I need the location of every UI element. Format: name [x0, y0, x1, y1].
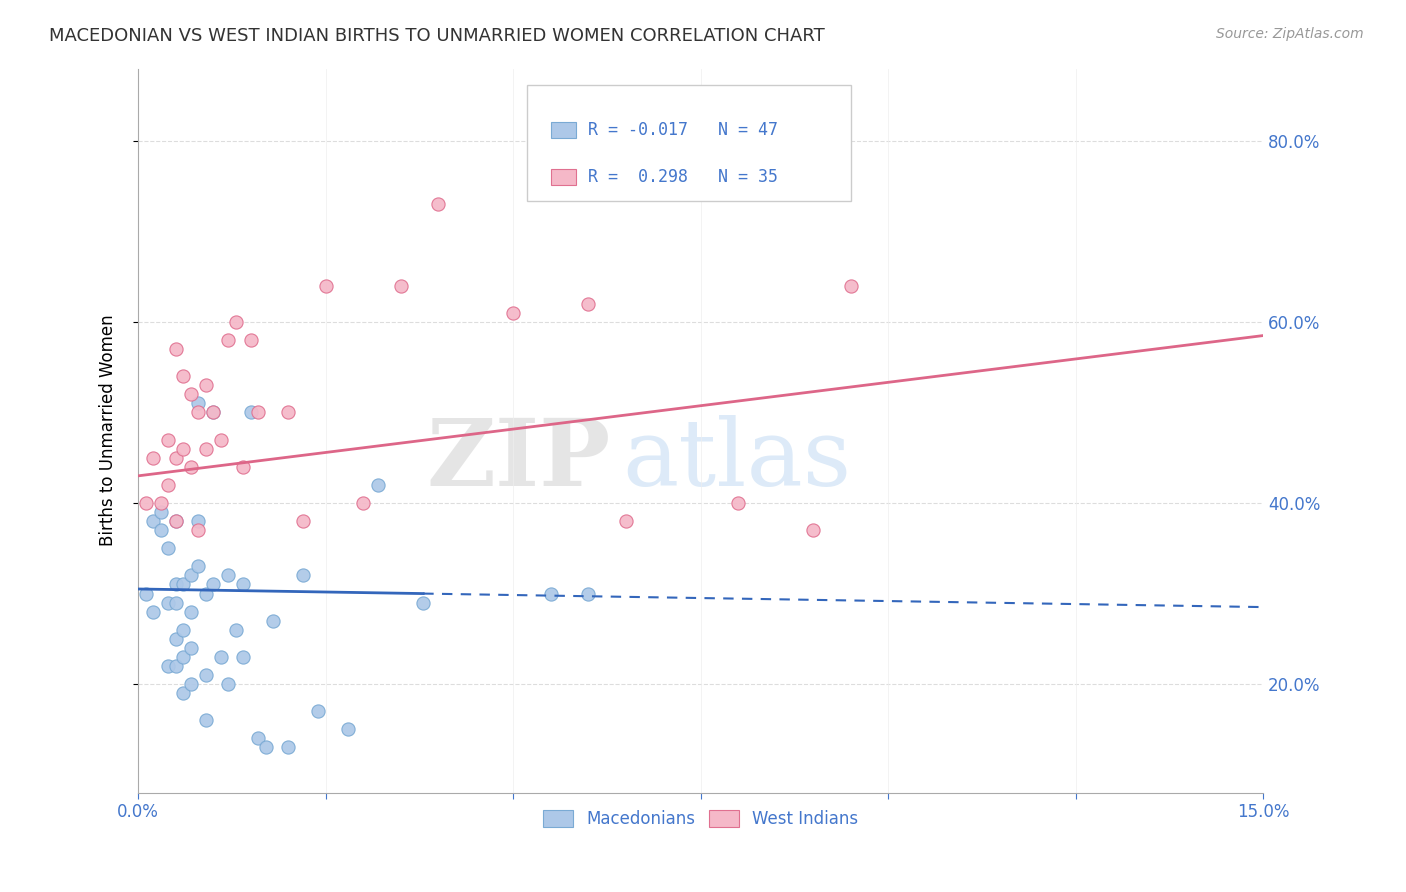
Point [172, 623, 194, 637]
Point [142, 514, 165, 528]
Text: MACEDONIAN VS WEST INDIAN BIRTHS TO UNMARRIED WOMEN CORRELATION CHART: MACEDONIAN VS WEST INDIAN BIRTHS TO UNMA… [49, 27, 825, 45]
Point [576, 297, 599, 311]
Point [135, 586, 157, 600]
Point [225, 315, 247, 329]
Point [149, 505, 172, 519]
Point [232, 649, 254, 664]
Point [165, 450, 187, 465]
Point [277, 740, 299, 755]
Point [157, 478, 180, 492]
Point [194, 442, 217, 456]
Point [801, 523, 824, 537]
Point [262, 614, 284, 628]
Point [165, 659, 187, 673]
Point [165, 632, 187, 646]
Text: R =  0.298   N = 35: R = 0.298 N = 35 [588, 168, 778, 186]
Point [157, 433, 180, 447]
Point [217, 333, 239, 347]
Point [202, 577, 225, 591]
Point [427, 197, 450, 211]
Point [277, 405, 299, 419]
Point [292, 568, 315, 582]
Point [194, 713, 217, 727]
Point [307, 704, 329, 718]
Point [367, 478, 389, 492]
Point [576, 586, 599, 600]
Point [180, 459, 202, 474]
Point [337, 723, 360, 737]
Point [389, 278, 412, 293]
Text: atlas: atlas [621, 415, 851, 505]
Point [135, 496, 157, 510]
Point [172, 686, 194, 700]
Point [165, 514, 187, 528]
Point [165, 577, 187, 591]
Point [180, 640, 202, 655]
Point [194, 668, 217, 682]
Point [157, 541, 180, 556]
Point [315, 278, 337, 293]
Point [165, 514, 187, 528]
Point [157, 659, 180, 673]
Point [614, 514, 637, 528]
Text: Source: ZipAtlas.com: Source: ZipAtlas.com [1216, 27, 1364, 41]
Point [157, 596, 180, 610]
Point [202, 405, 225, 419]
Point [172, 442, 194, 456]
Point [194, 378, 217, 392]
Point [180, 605, 202, 619]
Y-axis label: Births to Unmarried Women: Births to Unmarried Women [100, 315, 117, 547]
Point [839, 278, 862, 293]
Point [209, 433, 232, 447]
Point [165, 342, 187, 356]
Point [187, 514, 209, 528]
Point [217, 568, 239, 582]
Point [232, 459, 254, 474]
Point [187, 523, 209, 537]
Point [225, 623, 247, 637]
Point [165, 596, 187, 610]
Point [194, 586, 217, 600]
Point [180, 568, 202, 582]
Point [217, 677, 239, 691]
Text: ZIP: ZIP [426, 415, 610, 505]
Text: R = -0.017   N = 47: R = -0.017 N = 47 [588, 121, 778, 139]
Point [180, 677, 202, 691]
Point [172, 649, 194, 664]
Point [292, 514, 315, 528]
Point [502, 306, 524, 320]
Point [142, 450, 165, 465]
Point [149, 496, 172, 510]
Point [412, 596, 434, 610]
Point [187, 559, 209, 574]
Point [254, 740, 277, 755]
Legend: Macedonians, West Indians: Macedonians, West Indians [537, 804, 865, 835]
Point [232, 577, 254, 591]
Point [202, 405, 225, 419]
Point [727, 496, 749, 510]
Point [172, 369, 194, 384]
Point [209, 649, 232, 664]
Point [239, 405, 262, 419]
Point [540, 586, 562, 600]
Point [187, 405, 209, 419]
Point [187, 396, 209, 410]
Point [142, 605, 165, 619]
Point [149, 523, 172, 537]
Point [352, 496, 374, 510]
Point [247, 731, 270, 746]
Point [180, 387, 202, 401]
Point [247, 405, 270, 419]
Point [239, 333, 262, 347]
Point [172, 577, 194, 591]
